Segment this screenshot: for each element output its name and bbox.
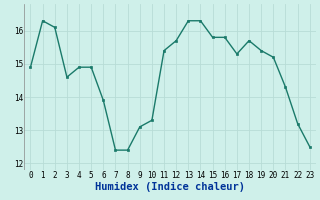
X-axis label: Humidex (Indice chaleur): Humidex (Indice chaleur) bbox=[95, 182, 245, 192]
